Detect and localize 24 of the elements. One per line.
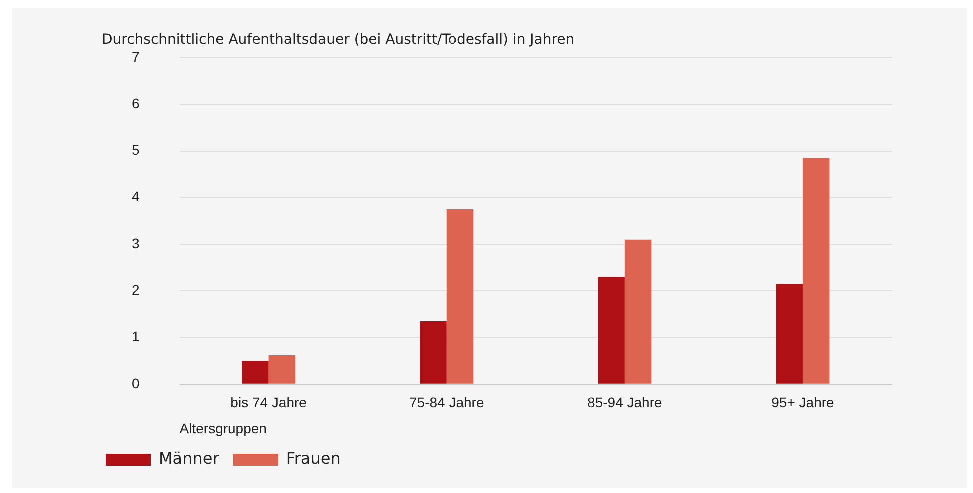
x-tick-label: 95+ Jahre [772,394,835,411]
bar [624,240,652,384]
y-tick-label: 3 [132,235,140,252]
x-tick-label: 85-94 Jahre [588,394,662,411]
x-tick-label: bis 74 Jahre [230,394,308,411]
y-tick-label: 0 [132,375,140,392]
y-tick-label: 7 [132,48,140,65]
y-tick-label: 5 [132,142,140,158]
x-axis-title: Altersgruppen [180,420,267,436]
y-tick-label: 6 [132,95,140,112]
bar [776,284,803,384]
bar [242,361,269,384]
bar [268,355,296,384]
y-axis-title: Durchschnittliche Aufenthaltsdauer (bei Austritt/Todesfall) in Jahren [102,32,575,48]
y-tick-label: 2 [132,282,140,298]
x-tick-label: 75-84 Jahre [410,394,484,411]
bar [598,277,625,384]
y-tick-label: 1 [132,328,140,345]
legend-label: Frauen [286,449,341,468]
bar [446,210,474,384]
bar [420,321,447,384]
bar [802,158,830,384]
legend-label: Männer [159,449,220,468]
y-tick-label: 4 [132,188,140,205]
